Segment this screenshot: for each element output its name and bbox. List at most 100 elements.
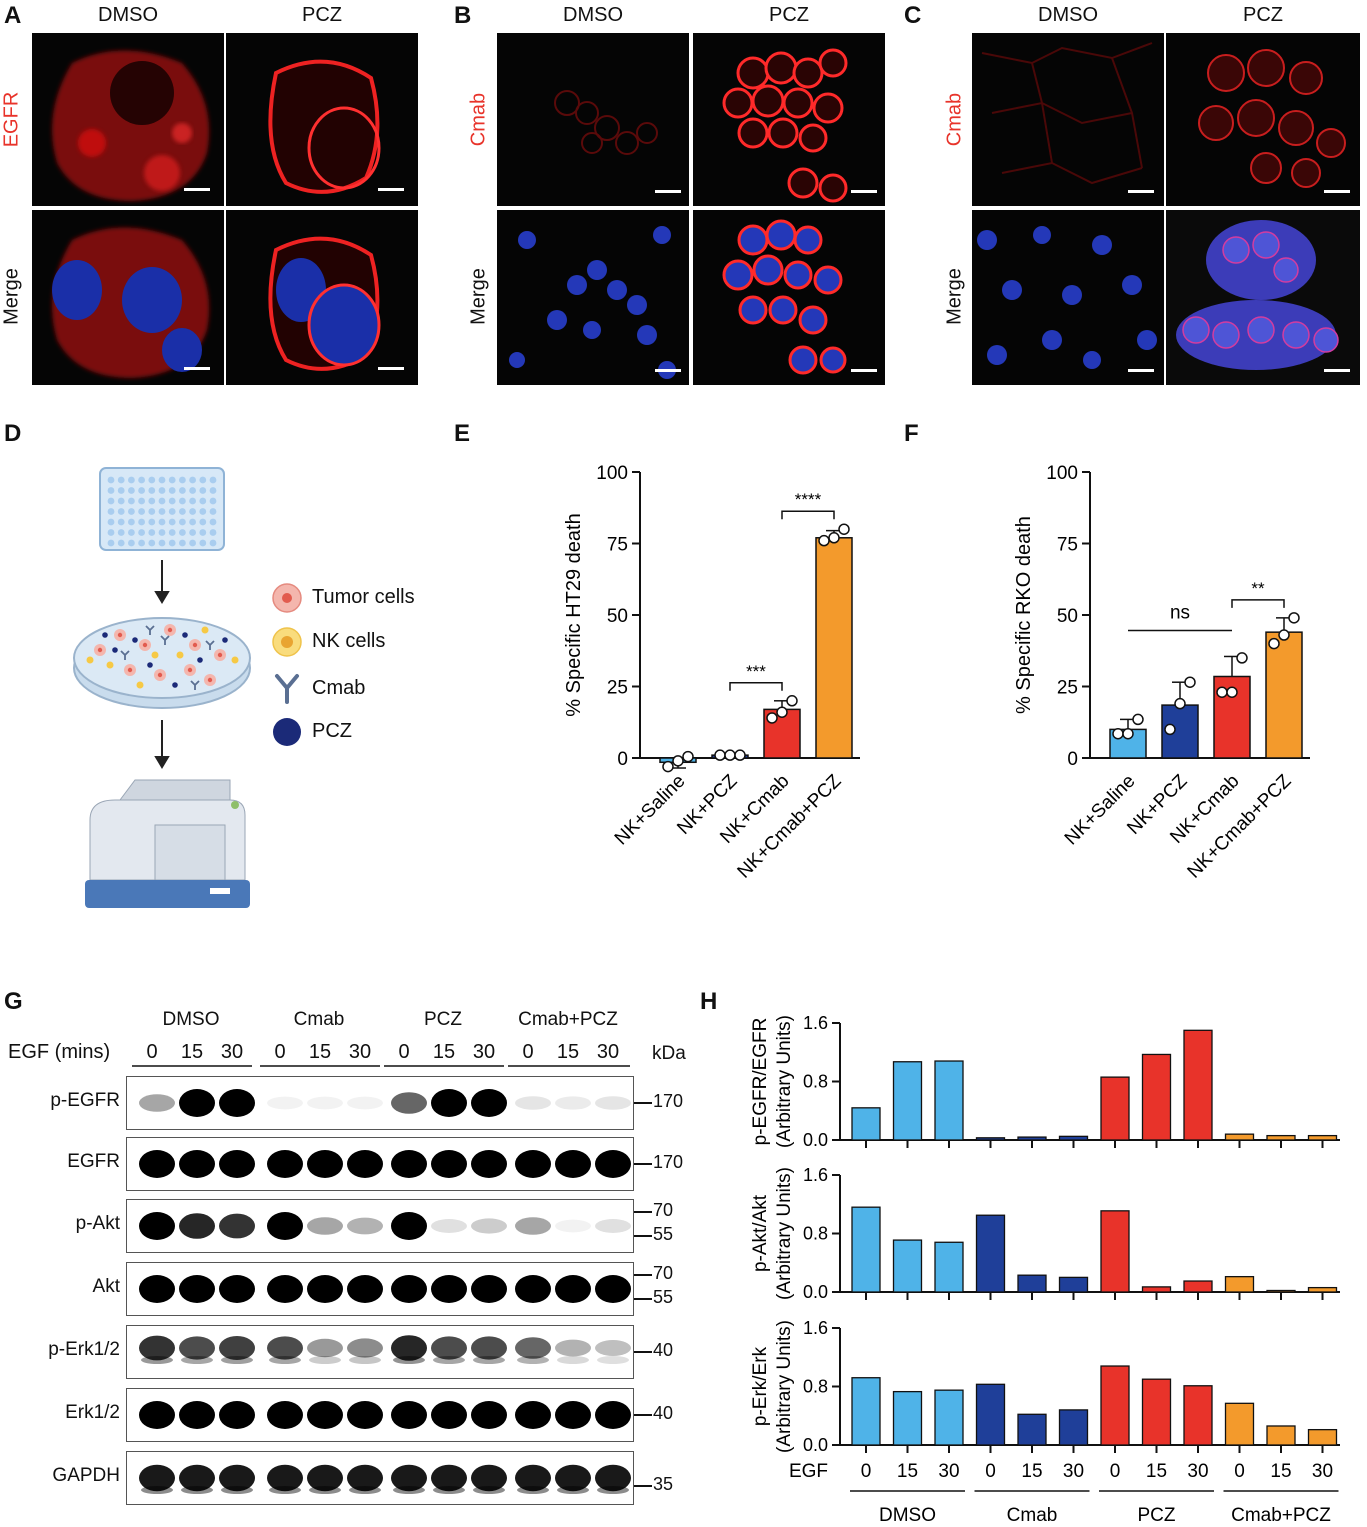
chart-e-bar — [815, 537, 853, 759]
wb-row-label: p-Erk1/2 — [48, 1339, 120, 1360]
wb-time-label: 15 — [556, 1041, 580, 1063]
wb-marker-tick — [634, 1485, 652, 1487]
chart-h-xtick-label: 30 — [1187, 1461, 1208, 1482]
wb-group-underlines — [132, 1065, 630, 1067]
chart-f-point — [1122, 727, 1134, 740]
chart-h-bar — [1017, 1136, 1047, 1141]
chart-h-bar — [1058, 1135, 1089, 1141]
wb-marker-label: 40 — [653, 1340, 674, 1360]
chart-e-ytick-label: 50 — [607, 606, 628, 627]
wb-band — [431, 1275, 467, 1303]
wb-row-label: Akt — [92, 1276, 120, 1297]
panel-a-label: A — [4, 2, 22, 29]
chart-e-ytick-label: 0 — [617, 749, 628, 770]
nk-cell-icon — [272, 627, 302, 657]
chart-f-bar — [1161, 704, 1199, 759]
chart-e-ytick-label: 25 — [607, 678, 628, 699]
chart-h-ylabel-units: (Arbitrary Units) — [774, 1320, 795, 1453]
wb-kda-label: kDa — [652, 1043, 686, 1064]
wb-band — [597, 1486, 629, 1494]
wb-band — [267, 1212, 303, 1240]
chart-h-xtick-label: 0 — [861, 1461, 872, 1482]
chart-h-bar — [1183, 1280, 1213, 1293]
wb-band — [349, 1356, 381, 1364]
wb-group-cmab: Cmab — [293, 1009, 345, 1030]
wb-band — [517, 1486, 549, 1494]
wb-marker-label: 70 — [653, 1263, 674, 1283]
wb-band — [391, 1335, 427, 1361]
wb-band — [221, 1356, 253, 1364]
chart-h-ylabel-units: (Arbitrary Units) — [774, 1015, 795, 1148]
chart-h-xtick-label: 30 — [938, 1461, 959, 1482]
chart-h-ytick-label: 0.0 — [803, 1435, 828, 1455]
chart-h-ytick-label: 0.8 — [803, 1377, 828, 1397]
chart-h-xtick-label: 30 — [1312, 1461, 1333, 1482]
wb-band — [555, 1464, 591, 1492]
wb-marker-tick — [634, 1414, 652, 1416]
micro-a-merge-pcz — [226, 210, 418, 385]
wb-band — [179, 1213, 215, 1239]
chart-f-ytick-label: 25 — [1057, 678, 1078, 699]
wb-band — [307, 1338, 343, 1358]
chart-f-point — [1268, 637, 1280, 650]
legend-tumor-cells: Tumor cells — [312, 586, 415, 608]
wb-marker-label: 170 — [653, 1152, 684, 1172]
chart-h-egf-label: EGF — [789, 1461, 828, 1482]
panel-b-label: B — [454, 2, 472, 29]
chart-e-sig-bracket — [729, 682, 783, 691]
wb-time-label: 30 — [596, 1041, 620, 1063]
wb-band — [181, 1486, 213, 1494]
wb-band — [595, 1150, 631, 1178]
wb-band — [473, 1486, 505, 1494]
wb-row-label: p-EGFR — [50, 1090, 120, 1111]
wb-time-label: 30 — [348, 1041, 372, 1063]
wb-band — [269, 1356, 301, 1364]
wb-time-label: 30 — [472, 1041, 496, 1063]
chart-f-bar — [1265, 631, 1303, 759]
wb-band — [433, 1356, 465, 1364]
wb-band — [595, 1219, 631, 1233]
wb-blot — [126, 1137, 634, 1191]
chart-h-xtick-label: 0 — [985, 1461, 996, 1482]
wb-band — [471, 1336, 507, 1360]
micro-b-merge-pcz — [693, 210, 885, 385]
wb-band — [473, 1356, 505, 1364]
chart-h-bar — [975, 1214, 1006, 1293]
wb-band — [393, 1486, 425, 1494]
wb-band — [139, 1464, 175, 1492]
chart-h-bar — [1141, 1053, 1172, 1141]
chart-h-bar — [1058, 1276, 1089, 1293]
chart-e-point — [724, 749, 736, 761]
chart-e-ylabel: % Specific HT29 death — [563, 513, 585, 716]
chart-h-xtick-label: 15 — [1270, 1461, 1291, 1482]
wb-band — [431, 1401, 467, 1429]
wb-blot — [126, 1388, 634, 1442]
panel-c-label: C — [904, 2, 922, 29]
wb-band — [307, 1401, 343, 1429]
wb-band — [139, 1212, 175, 1240]
chart-h-bar — [1266, 1134, 1296, 1141]
panel-c-col-pcz: PCZ — [1243, 4, 1283, 26]
chart-e-point — [838, 523, 850, 535]
chart-h-bar — [1224, 1402, 1255, 1446]
chart-h-bar — [1307, 1286, 1338, 1293]
chart-h-group-label: PCZ — [1138, 1505, 1176, 1525]
panel-g-label: G — [4, 988, 23, 1015]
wb-band — [595, 1096, 631, 1110]
legend-pcz: PCZ — [312, 720, 352, 742]
flow-cytometer-icon — [85, 779, 250, 908]
wb-band — [393, 1356, 425, 1364]
chart-h-ylabel: p-EGFR/EGFR — [750, 1018, 771, 1146]
wb-band — [139, 1335, 175, 1361]
wb-band — [347, 1096, 383, 1110]
chart-h-bar — [1266, 1289, 1296, 1293]
wb-band — [179, 1275, 215, 1303]
wb-band — [307, 1217, 343, 1235]
chart-e-ytick-label: 100 — [596, 463, 628, 484]
wb-blot — [126, 1451, 634, 1505]
chart-f-point — [1278, 629, 1290, 641]
wb-band — [141, 1356, 173, 1364]
wb-band — [221, 1486, 253, 1494]
chart-h-bar — [1017, 1274, 1047, 1293]
